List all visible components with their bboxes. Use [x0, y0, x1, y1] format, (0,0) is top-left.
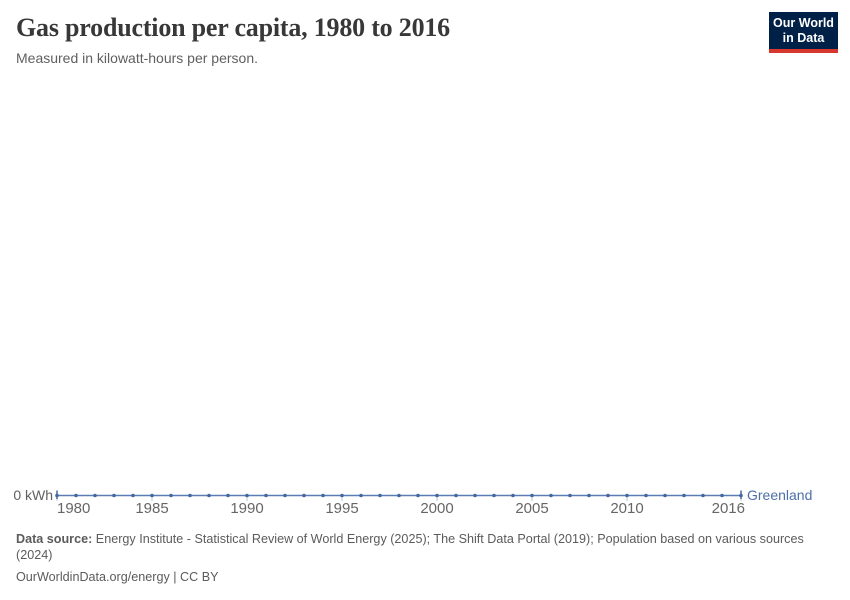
- line-chart-canvas[interactable]: [0, 482, 850, 510]
- footer-datasource-text: Energy Institute - Statistical Review of…: [16, 532, 804, 562]
- x-axis-tick-label: 1980: [57, 500, 91, 517]
- owid-logo-line1: Our World: [773, 15, 834, 30]
- x-axis-tick-label: 1990: [230, 500, 264, 517]
- x-axis-tick-label: 2000: [420, 500, 454, 517]
- footer-datasource-label: Data source:: [16, 532, 93, 546]
- footer-license[interactable]: OurWorldinData.org/energy | CC BY: [16, 570, 219, 584]
- page-title: Gas production per capita, 1980 to 2016: [16, 13, 450, 42]
- footer-datasource: Data source: Energy Institute - Statisti…: [16, 531, 834, 563]
- owid-logo-line2: in Data: [782, 30, 825, 45]
- x-axis-tick-label: 2010: [610, 500, 644, 517]
- x-axis: 1980 1985 1990 1995 2000 2005 2010 2016: [0, 500, 850, 518]
- x-axis-tick-label: 1985: [135, 500, 169, 517]
- page-subtitle: Measured in kilowatt-hours per person.: [16, 50, 259, 66]
- owid-logo-accent-bar: [769, 49, 838, 53]
- x-axis-tick-label: 2005: [515, 500, 549, 517]
- x-axis-tick-label: 2016: [711, 500, 745, 517]
- owid-logo[interactable]: Our World in Data: [769, 12, 838, 53]
- chart-footer: Data source: Energy Institute - Statisti…: [16, 531, 834, 585]
- owid-logo-box: Our World in Data: [769, 12, 838, 49]
- y-axis-zero-label: 0 kWh: [13, 487, 53, 503]
- x-axis-tick-label: 1995: [325, 500, 359, 517]
- series-label-greenland[interactable]: Greenland: [747, 487, 813, 503]
